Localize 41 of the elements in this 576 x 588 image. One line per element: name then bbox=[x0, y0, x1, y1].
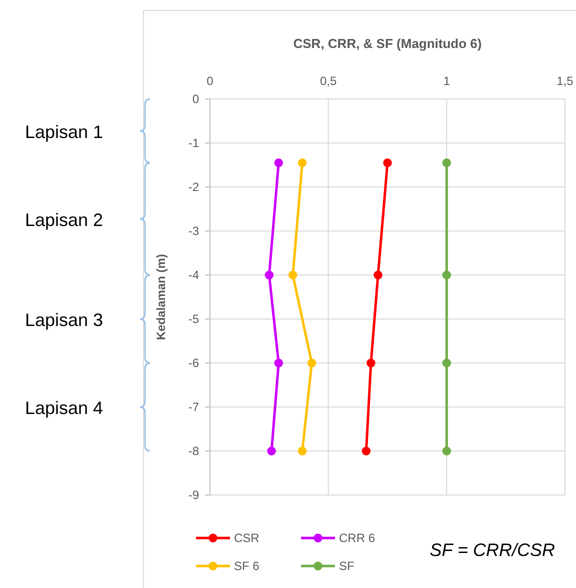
legend-label: CSR bbox=[234, 531, 260, 545]
point bbox=[307, 358, 316, 368]
y-axis-title: Kedalaman (m) bbox=[154, 254, 168, 340]
point bbox=[274, 358, 284, 368]
point bbox=[288, 270, 298, 280]
point bbox=[442, 446, 452, 456]
point bbox=[362, 446, 371, 456]
y-tick-label: -7 bbox=[188, 400, 200, 414]
legend-label: SF 6 bbox=[234, 559, 260, 573]
text: Lapisan 2 bbox=[24, 210, 104, 230]
x-tick-label: 0 bbox=[206, 74, 214, 88]
y-tick-label: -5 bbox=[188, 312, 200, 326]
y-tick-label: -6 bbox=[188, 356, 200, 370]
y-tick-label: -4 bbox=[188, 268, 200, 282]
text: Lapisan 1 bbox=[24, 122, 104, 142]
point bbox=[442, 358, 452, 368]
y-tick-label: -8 bbox=[188, 444, 200, 458]
chart-title: CSR, CRR, & SF (Magnitudo 6) bbox=[293, 36, 482, 51]
point bbox=[274, 158, 284, 168]
point bbox=[267, 446, 276, 456]
legend-label: SF bbox=[339, 559, 354, 573]
point bbox=[383, 158, 392, 168]
point bbox=[298, 446, 307, 456]
text: Lapisan 3 bbox=[24, 310, 104, 330]
x-tick-label: 1 bbox=[443, 74, 450, 88]
y-tick-label: -1 bbox=[188, 136, 200, 150]
point bbox=[442, 270, 452, 280]
point bbox=[374, 270, 382, 280]
text: SF = CRR/CSR bbox=[430, 540, 555, 560]
y-tick-label: -3 bbox=[188, 224, 200, 238]
point bbox=[366, 358, 376, 368]
x-tick-label: 1,5 bbox=[556, 74, 574, 88]
point bbox=[298, 158, 307, 168]
point bbox=[442, 158, 452, 168]
y-tick-label: -2 bbox=[188, 180, 200, 194]
text: Lapisan 4 bbox=[24, 398, 104, 418]
point bbox=[264, 270, 274, 280]
x-tick-label: 0,5 bbox=[320, 74, 337, 88]
y-tick-label: 0 bbox=[192, 92, 200, 106]
legend-label: CRR 6 bbox=[339, 531, 376, 545]
y-tick-label: -9 bbox=[188, 488, 200, 502]
